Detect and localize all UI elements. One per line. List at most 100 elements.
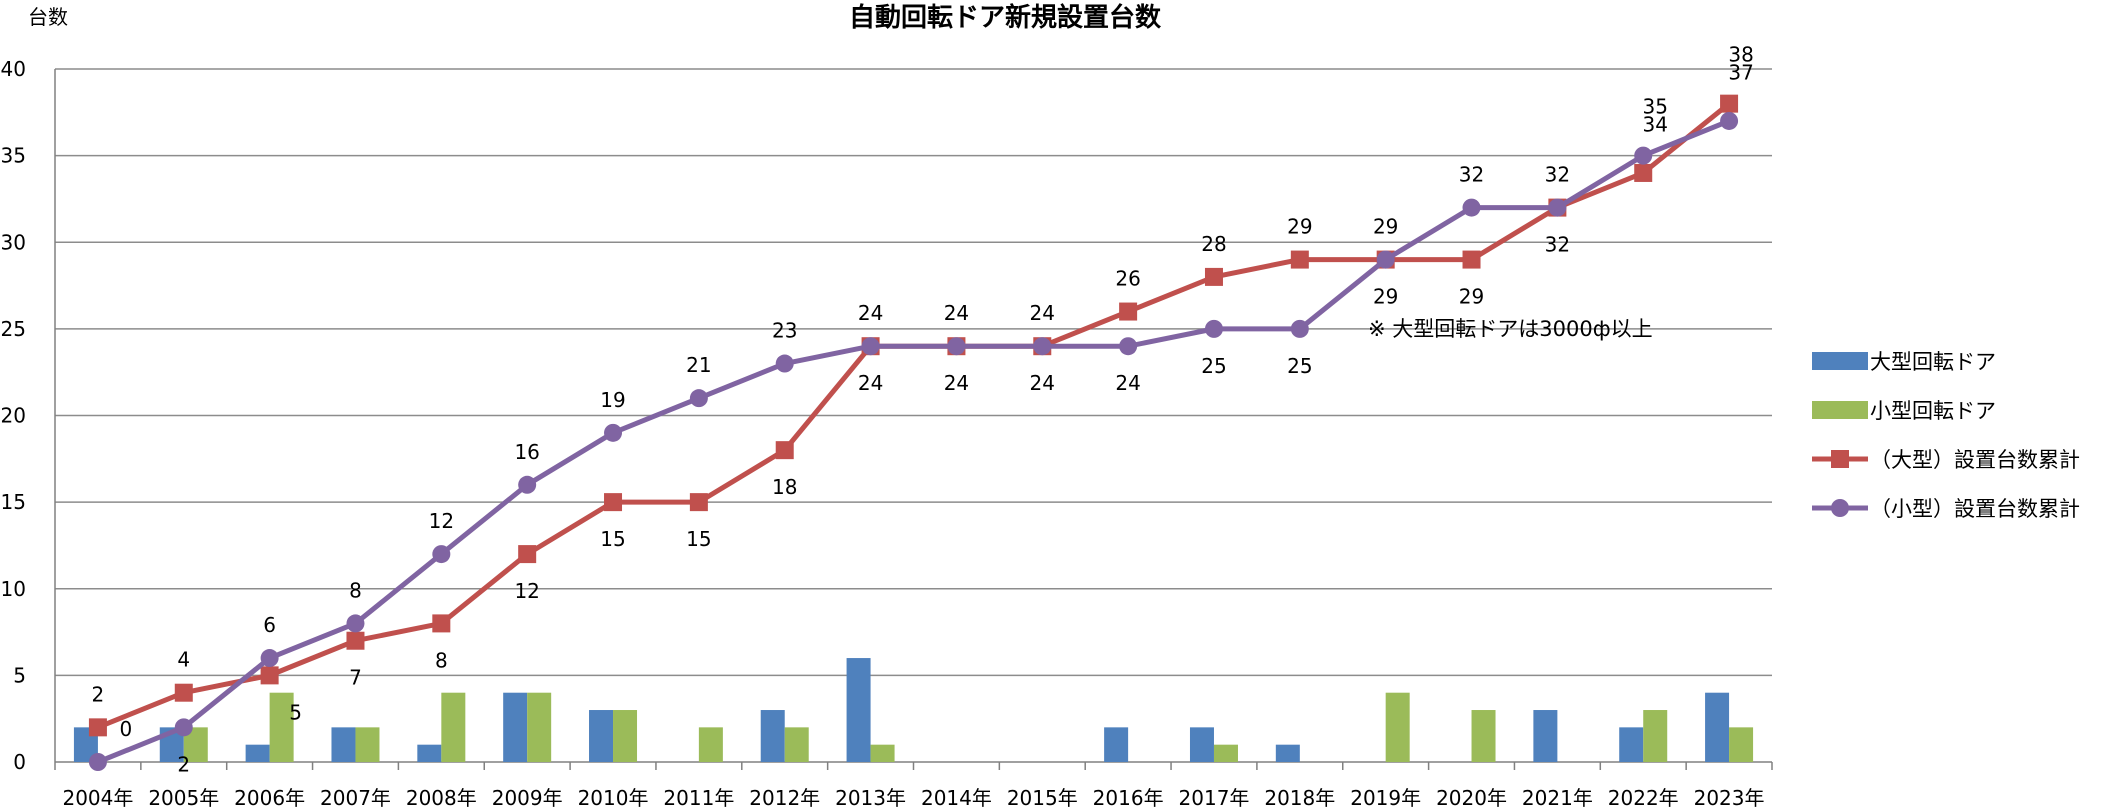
bar-small-2010年 — [613, 710, 638, 762]
x-tick-2011年: 2011年 — [663, 786, 734, 809]
x-tick-2004年: 2004年 — [62, 786, 133, 809]
label-large-2008年: 8 — [435, 648, 448, 672]
bar-small-2022年 — [1643, 710, 1668, 762]
label-large-2023年: 38 — [1728, 43, 1753, 67]
x-tick-2016年: 2016年 — [1093, 786, 1164, 809]
bar-large-2012年 — [760, 710, 785, 762]
point-large-2020年 — [1462, 250, 1481, 269]
legend-label-2: （大型）設置台数累計 — [1870, 448, 2080, 472]
y-tick-40: 40 — [1, 57, 26, 81]
point-large-2009年 — [518, 545, 537, 564]
y-tick-0: 0 — [13, 750, 26, 774]
point-small-2013年 — [861, 337, 880, 356]
bar-large-2023年 — [1705, 692, 1730, 762]
y-tick-10: 10 — [1, 577, 26, 601]
bar-small-2020年 — [1471, 710, 1496, 762]
label-small-2012年: 23 — [772, 319, 797, 343]
bar-small-2011年 — [698, 727, 723, 762]
legend-label-1: 小型回転ドア — [1870, 399, 1996, 423]
point-large-2012年 — [775, 441, 794, 460]
bar-small-2023年 — [1729, 727, 1754, 762]
y-tick-20: 20 — [1, 404, 26, 428]
label-large-2011年: 15 — [686, 527, 711, 551]
y-tick-25: 25 — [1, 317, 26, 341]
label-large-2020年: 29 — [1459, 285, 1484, 309]
label-small-2009年: 16 — [514, 440, 539, 464]
point-large-2023年 — [1720, 94, 1739, 113]
gridlines — [54, 68, 1773, 770]
label-small-2007年: 8 — [349, 578, 362, 602]
x-tick-2021年: 2021年 — [1522, 786, 1593, 809]
x-tick-labels: 2004年 2005年 2006年 2007年 2008年 2009年 2010年 2011年… — [62, 786, 1764, 809]
y-tick-35: 35 — [1, 144, 26, 168]
point-small-2020年 — [1462, 198, 1481, 217]
point-large-2018年 — [1290, 250, 1309, 269]
label-small-2015年: 24 — [1030, 301, 1055, 325]
point-large-2008年 — [432, 614, 451, 633]
point-large-2022年 — [1634, 163, 1653, 182]
bar-small-2006年 — [269, 692, 294, 762]
y-tick-30: 30 — [1, 230, 26, 254]
label-small-2021年: 32 — [1545, 163, 1570, 187]
label-large-2015年: 24 — [1030, 371, 1055, 395]
x-tick-2010年: 2010年 — [578, 786, 649, 809]
bar-large-2009年 — [503, 692, 528, 762]
bar-small-2017年 — [1213, 744, 1238, 762]
label-small-2016年: 24 — [1115, 371, 1140, 395]
label-large-2007年: 7 — [349, 666, 362, 690]
x-tick-2006年: 2006年 — [234, 786, 305, 809]
point-large-2006年 — [260, 666, 279, 685]
chart-title: 自動回転ドア新規設置台数 — [849, 2, 1162, 33]
legend-label-3: （小型）設置台数累計 — [1870, 497, 2080, 521]
label-small-2017年: 25 — [1201, 354, 1226, 378]
label-small-2011年: 21 — [686, 353, 711, 377]
point-small-2016年 — [1119, 337, 1138, 356]
y-tick-labels: 0 5 10 15 20 25 30 35 40 — [1, 57, 26, 774]
legend-marker-3 — [1831, 499, 1849, 517]
bar-large-2021年 — [1533, 710, 1558, 762]
point-large-2005年 — [174, 683, 193, 702]
x-tick-2022年: 2022年 — [1608, 786, 1679, 809]
y-tick-15: 15 — [1, 490, 26, 514]
annotation-note: ※ 大型回転ドアは3000ф以上 — [1368, 317, 1653, 341]
point-small-2019年 — [1376, 250, 1395, 269]
label-large-2012年: 18 — [772, 475, 797, 499]
series-line-small-cumulative — [96, 118, 1731, 765]
y-axis-label: 台数 — [28, 5, 68, 29]
bar-small-2012年 — [784, 727, 809, 762]
y-tick-5: 5 — [13, 663, 26, 687]
data-labels: 2042567881212161519152118232424242424242… — [92, 43, 1754, 777]
bar-large-2017年 — [1189, 727, 1214, 762]
x-tick-2007年: 2007年 — [320, 786, 391, 809]
point-small-2009年 — [518, 475, 537, 494]
bar-small-2013年 — [870, 744, 895, 762]
x-tick-2013年: 2013年 — [835, 786, 906, 809]
x-tick-2009年: 2009年 — [492, 786, 563, 809]
label-large-2019年: 29 — [1373, 285, 1398, 309]
point-small-2017年 — [1204, 319, 1223, 338]
label-large-2013年: 24 — [858, 371, 883, 395]
x-tick-2005年: 2005年 — [148, 786, 219, 809]
label-small-2006年: 6 — [263, 613, 276, 637]
label-small-2014年: 24 — [944, 301, 969, 325]
bars — [73, 658, 1754, 762]
x-tick-2015年: 2015年 — [1007, 786, 1078, 809]
bar-large-2018年 — [1275, 744, 1300, 762]
point-small-2022年 — [1634, 146, 1653, 165]
point-small-2011年 — [689, 389, 708, 408]
label-large-2014年: 24 — [944, 371, 969, 395]
label-small-2010年: 19 — [600, 388, 625, 412]
point-large-2007年 — [346, 631, 365, 650]
lines — [88, 94, 1739, 771]
x-tick-2017年: 2017年 — [1179, 786, 1250, 809]
x-tick-2012年: 2012年 — [749, 786, 820, 809]
label-large-2009年: 12 — [514, 579, 539, 603]
legend-label-0: 大型回転ドア — [1870, 350, 1996, 374]
bar-large-2016年 — [1104, 727, 1129, 762]
bar-small-2009年 — [527, 692, 552, 762]
label-small-2020年: 32 — [1459, 163, 1484, 187]
point-small-2012年 — [775, 354, 794, 373]
bar-large-2013年 — [846, 658, 871, 762]
